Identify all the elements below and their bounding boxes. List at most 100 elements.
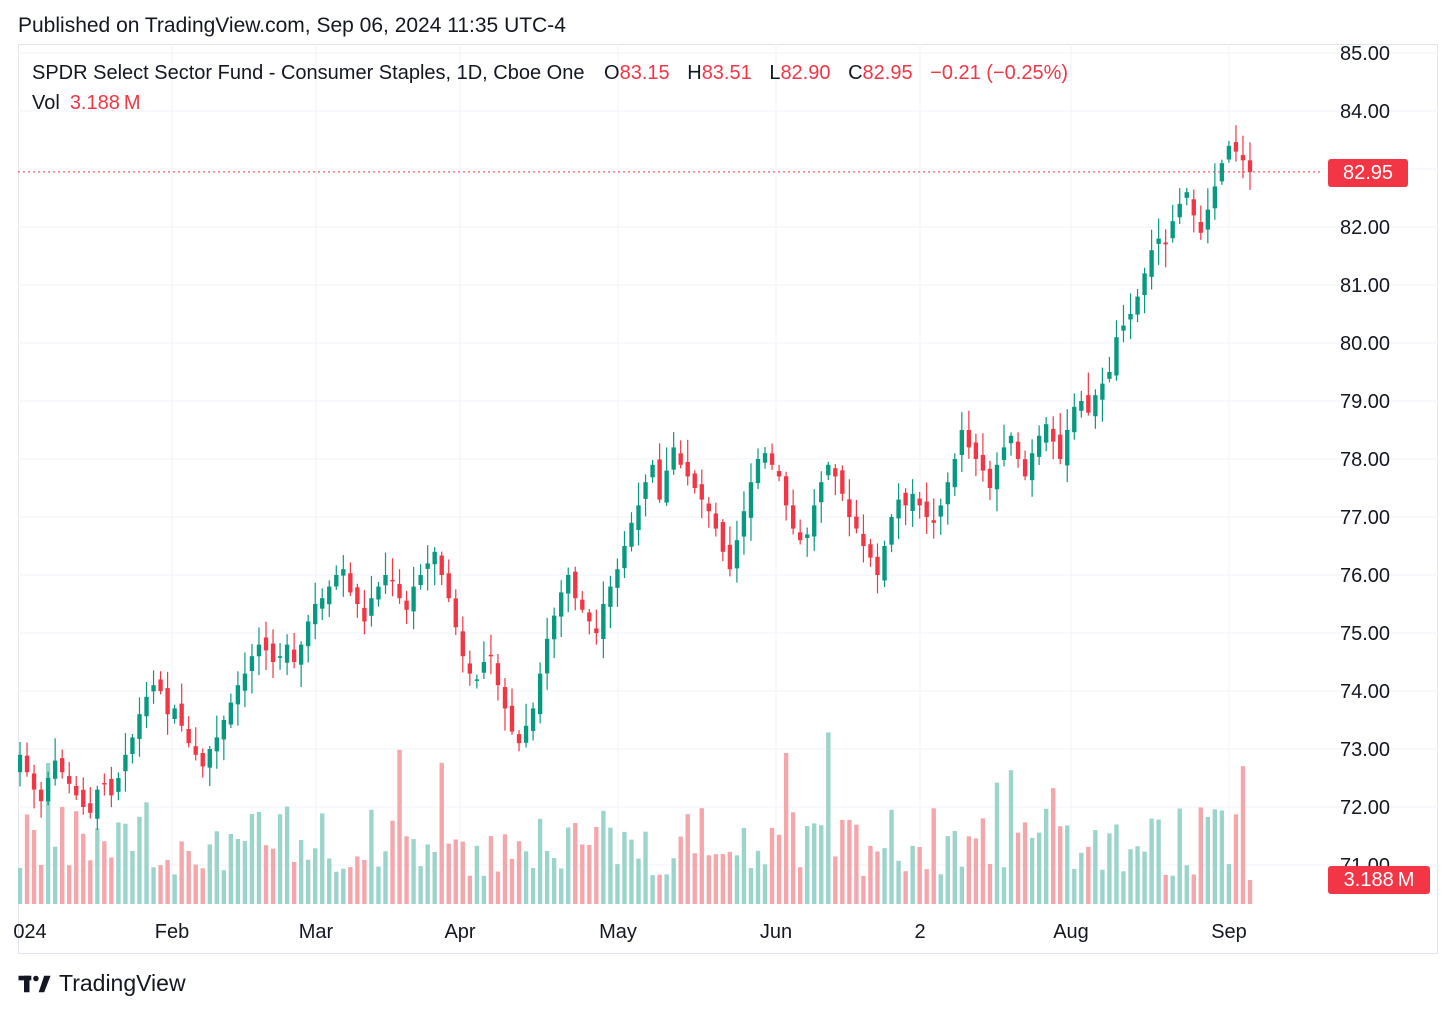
candle-body[interactable] [249, 656, 255, 672]
candle-body[interactable] [81, 789, 86, 807]
candle-body[interactable] [214, 737, 219, 752]
candle-body[interactable] [369, 598, 374, 616]
candle-body[interactable] [1043, 424, 1049, 443]
candle-body[interactable] [678, 453, 683, 465]
candle-body[interactable] [551, 615, 557, 640]
candle-body[interactable] [1121, 325, 1126, 331]
candle-body[interactable] [608, 586, 613, 607]
candle-body[interactable] [544, 638, 550, 674]
candle-body[interactable] [383, 575, 388, 586]
candle-body[interactable] [734, 540, 740, 569]
candle-body[interactable] [987, 468, 993, 488]
candle-body[interactable] [1128, 314, 1133, 320]
candle-body[interactable] [137, 714, 142, 739]
candle-body[interactable] [1065, 430, 1070, 466]
candle-body[interactable] [1100, 383, 1105, 400]
candle-body[interactable] [277, 656, 283, 658]
candle-body[interactable] [1029, 453, 1035, 481]
candle-body[interactable] [938, 505, 943, 517]
candle-body[interactable] [952, 459, 957, 488]
candle-body[interactable] [573, 571, 578, 599]
candle-body[interactable] [1072, 406, 1077, 433]
candle-body[interactable] [875, 556, 880, 575]
candle-body[interactable] [362, 607, 367, 622]
candle-body[interactable] [713, 513, 719, 529]
candle-body[interactable] [769, 453, 775, 465]
candle-body[interactable] [1107, 372, 1112, 379]
candle-body[interactable] [284, 644, 290, 663]
candle-body[interactable] [790, 505, 796, 529]
candle-body[interactable] [1205, 209, 1211, 230]
candle-body[interactable] [52, 760, 58, 779]
candle-body[interactable] [74, 785, 79, 796]
candle-body[interactable] [1135, 296, 1140, 315]
candle-body[interactable] [263, 637, 269, 651]
candle-body[interactable] [671, 447, 676, 470]
candle-body[interactable] [1226, 145, 1232, 160]
candle-body[interactable] [45, 778, 51, 802]
candle-body[interactable] [755, 459, 761, 484]
candle-body[interactable] [973, 442, 979, 459]
candle-body[interactable] [1036, 435, 1042, 457]
candle-body[interactable] [327, 586, 332, 605]
candle-body[interactable] [376, 586, 381, 600]
candle-body[interactable] [910, 493, 915, 511]
candle-body[interactable] [636, 505, 641, 530]
candle-body[interactable] [706, 503, 711, 512]
candle-body[interactable] [1079, 401, 1084, 411]
candle-body[interactable] [186, 728, 191, 744]
candle-body[interactable] [643, 482, 648, 499]
candle-body[interactable] [516, 734, 522, 744]
candle-body[interactable] [1142, 273, 1147, 296]
time-axis[interactable]: 024 Feb Mar Apr May Jun 2 Aug Sep [13, 921, 1246, 943]
candle-body[interactable] [334, 575, 339, 587]
candle-body[interactable] [1191, 199, 1196, 216]
candle-body[interactable] [1001, 447, 1007, 460]
candle-body[interactable] [256, 644, 262, 657]
candle-body[interactable] [502, 687, 508, 709]
candle-body[interactable] [657, 459, 662, 500]
candle-body[interactable] [298, 644, 304, 665]
candle-body[interactable] [566, 575, 571, 594]
candle-body[interactable] [1051, 428, 1056, 442]
candle-body[interactable] [270, 643, 276, 662]
candle-body[interactable] [1058, 434, 1063, 459]
candle-body[interactable] [783, 476, 789, 506]
candle-body[interactable] [242, 673, 248, 691]
candle-body[interactable] [889, 517, 894, 545]
candle-body[interactable] [31, 773, 37, 790]
price-axis[interactable]: 71.0072.0073.0074.0075.0076.0077.0078.00… [1340, 43, 1390, 877]
candle-body[interactable] [1114, 337, 1119, 376]
candle-body[interactable] [1219, 163, 1225, 182]
candle-body[interactable] [179, 703, 184, 726]
candle-body[interactable] [509, 705, 515, 732]
candle-body[interactable] [151, 685, 156, 692]
candle-body[interactable] [411, 586, 416, 612]
candle-body[interactable] [228, 702, 234, 725]
candle-body[interactable] [481, 662, 487, 673]
candle-body[interactable] [931, 520, 936, 523]
candle-body[interactable] [1198, 221, 1203, 233]
candle-body[interactable] [439, 555, 444, 575]
candle-body[interactable] [305, 621, 311, 647]
candle-body[interactable] [622, 546, 627, 569]
candle-body[interactable] [123, 754, 128, 772]
candle-body[interactable] [1233, 142, 1239, 152]
candle-body[interactable] [165, 688, 170, 715]
candle-body[interactable] [144, 696, 149, 717]
candle-body[interactable] [776, 471, 782, 477]
candle-body[interactable] [1240, 155, 1246, 161]
candle-body[interactable] [826, 464, 831, 476]
candle-body[interactable] [629, 522, 634, 547]
candle-body[interactable] [95, 789, 100, 819]
candle-body[interactable] [868, 544, 873, 558]
candle-body[interactable] [720, 522, 726, 552]
candle-body[interactable] [446, 573, 451, 599]
candle-body[interactable] [748, 482, 754, 518]
candle-body[interactable] [896, 499, 901, 519]
candle-body[interactable] [1163, 242, 1168, 245]
candle-body[interactable] [650, 464, 655, 478]
candle-body[interactable] [495, 663, 501, 686]
candle-body[interactable] [193, 746, 198, 755]
